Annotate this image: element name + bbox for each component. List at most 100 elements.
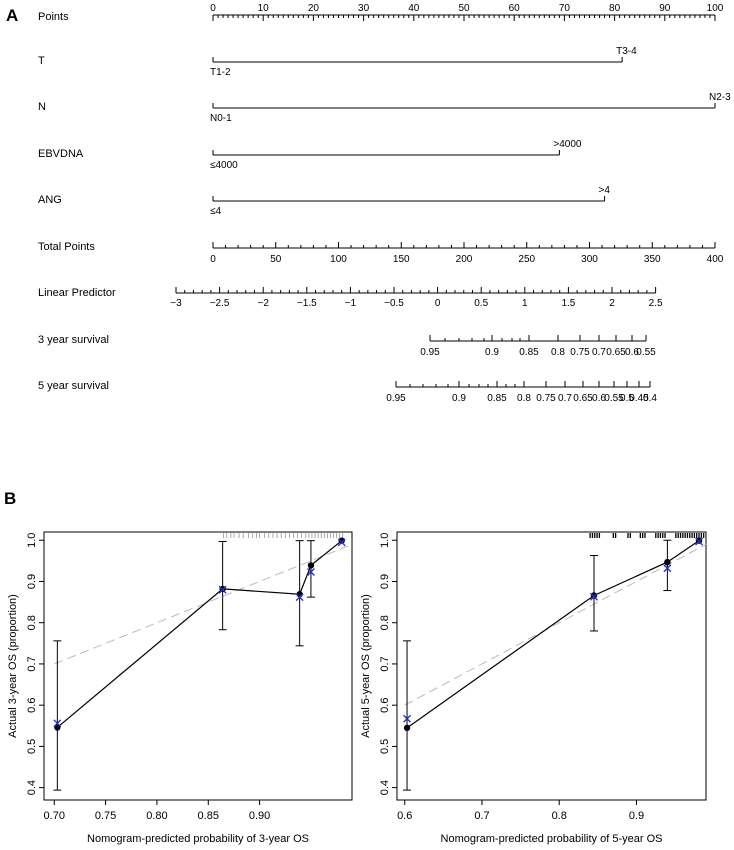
total-points-tick-label: 250 — [518, 254, 535, 265]
survival-tick-label: 0.45 — [629, 393, 649, 404]
points-tick-label: 80 — [609, 3, 621, 14]
nomogram-panel: Points T N EBVDNA ANG Total Points Linear Pred… — [38, 3, 731, 404]
observed-point — [403, 724, 411, 732]
y-tick-label: 0.9 — [26, 574, 38, 589]
points-tick-label: 70 — [559, 3, 571, 14]
total-points-tick-label: 150 — [393, 254, 410, 265]
linear-predictor-tick-label: −2.5 — [210, 298, 230, 309]
cross-stroke — [695, 537, 704, 546]
survival-tick-label: 0.8 — [517, 393, 531, 404]
x-tick-label: 0.9 — [629, 810, 644, 822]
predictor-high-label: >4000 — [553, 139, 582, 150]
survival-tick-label: 0.75 — [536, 393, 556, 404]
predictor-low-label: T1-2 — [210, 67, 231, 78]
linear-predictor-tick-label: 2.5 — [649, 298, 663, 309]
predictor-low-label: N0-1 — [210, 113, 232, 124]
y-tick-label: 0.4 — [379, 780, 391, 795]
x-tick-label: 0.7 — [474, 810, 489, 822]
y-tick-label: 0.9 — [379, 574, 391, 589]
observed-point — [338, 537, 345, 544]
predictor-high-label: N2-3 — [709, 92, 731, 103]
total-points-tick-label: 400 — [707, 254, 724, 265]
survival-tick-label: 0.7 — [558, 393, 572, 404]
total-points-tick-label: 0 — [210, 254, 216, 265]
calibration-plot-5-year: 0.6 0.7 0.8 0.9 0.4 0.5 0.6 0.7 0.8 0.9 1.0 Nomogra… — [360, 531, 707, 845]
plot-frame — [43, 531, 353, 801]
survival-tick-label: 0.8 — [551, 347, 565, 358]
scale-name: ANG — [38, 194, 62, 206]
observed-calibration-line — [56, 540, 343, 728]
y-axis-label: Actual 3-year OS (proportion) — [7, 594, 19, 738]
panel-a-label: A — [6, 6, 18, 25]
observed-point — [664, 558, 671, 566]
linear-predictor-tick-label: 2 — [609, 298, 615, 309]
x-tick-label: 0.8 — [552, 810, 567, 822]
cross-stroke — [306, 567, 315, 576]
cross-stroke — [337, 538, 346, 547]
total-points-tick-label: 100 — [330, 254, 347, 265]
survival-tick-label: 0.95 — [420, 347, 440, 358]
survival-tick-label: 0.9 — [452, 393, 466, 404]
cross-stroke — [663, 564, 672, 573]
y-tick-label: 0.7 — [26, 656, 38, 671]
survival-tick-label: 0.4 — [643, 393, 657, 404]
cross-stroke — [53, 719, 62, 728]
total-points-tick-label: 50 — [270, 254, 282, 265]
linear-predictor-tick-label: 1.5 — [561, 298, 575, 309]
survival-tick-label: 0.95 — [386, 393, 406, 404]
survival-tick-label: 0.85 — [487, 393, 507, 404]
x-tick-label: 0.85 — [198, 810, 219, 822]
scale-name: Total Points — [38, 241, 95, 253]
y-tick-label: 0.5 — [379, 739, 391, 754]
observed-point — [307, 562, 315, 569]
linear-predictor-tick-label: −1.5 — [297, 298, 317, 309]
y-tick-label: 1.0 — [26, 533, 38, 548]
bias-corrected-point — [295, 593, 304, 602]
bias-corrected-point — [403, 714, 412, 723]
bias-corrected-point — [695, 537, 704, 546]
survival-tick-label: 0.65 — [606, 347, 626, 358]
predictor-high-label: T3-4 — [616, 46, 637, 57]
total-points-tick-label: 300 — [581, 254, 598, 265]
total-points-tick-label: 350 — [644, 254, 661, 265]
y-axis-label: Actual 5-year OS (proportion) — [360, 594, 372, 738]
survival-tick-label: 0.55 — [604, 393, 624, 404]
predictor-low-label: ≤4000 — [210, 160, 238, 171]
points-tick-label: 10 — [258, 3, 270, 14]
cross-stroke — [218, 585, 227, 594]
bias-corrected-point — [53, 719, 62, 728]
y-tick-label: 0.6 — [379, 698, 391, 713]
ideal-reference-line — [404, 543, 707, 706]
linear-predictor-tick-label: −2 — [257, 298, 269, 309]
points-tick-label: 30 — [358, 3, 370, 14]
scale-name: EBVDNA — [38, 148, 84, 160]
survival-tick-label: 0.5 — [620, 393, 634, 404]
cross-stroke — [295, 593, 304, 602]
bias-corrected-point — [306, 567, 315, 576]
x-axis-label: Nomogram-predicted probability of 5-year… — [441, 833, 663, 845]
linear-predictor-tick-label: 1 — [522, 298, 528, 309]
y-tick-label: 1.0 — [379, 533, 391, 548]
predictor-low-label: ≤4 — [210, 206, 221, 217]
x-tick-label: 0.80 — [146, 810, 167, 822]
survival-tick-label: 0.9 — [485, 347, 499, 358]
plot-frame — [396, 531, 707, 801]
points-tick-label: 20 — [308, 3, 320, 14]
panel-b-label: B — [4, 489, 16, 508]
scale-name: 3 year survival — [38, 334, 109, 346]
y-tick-label: 0.6 — [26, 698, 38, 713]
linear-predictor-tick-label: −1 — [345, 298, 357, 309]
scale-name: T — [38, 55, 45, 67]
bias-corrected-point — [218, 585, 227, 594]
observed-point — [590, 592, 598, 599]
scale-name: Points — [38, 11, 69, 23]
cross-stroke — [589, 592, 598, 601]
survival-tick-label: 0.55 — [636, 347, 656, 358]
scale-name: Linear Predictor — [38, 287, 116, 299]
bias-corrected-point — [589, 592, 598, 601]
survival-tick-label: 0.65 — [573, 393, 593, 404]
points-tick-label: 40 — [408, 3, 420, 14]
survival-tick-label: 0.6 — [625, 347, 639, 358]
y-tick-label: 0.8 — [26, 615, 38, 630]
points-tick-label: 0 — [210, 3, 216, 14]
